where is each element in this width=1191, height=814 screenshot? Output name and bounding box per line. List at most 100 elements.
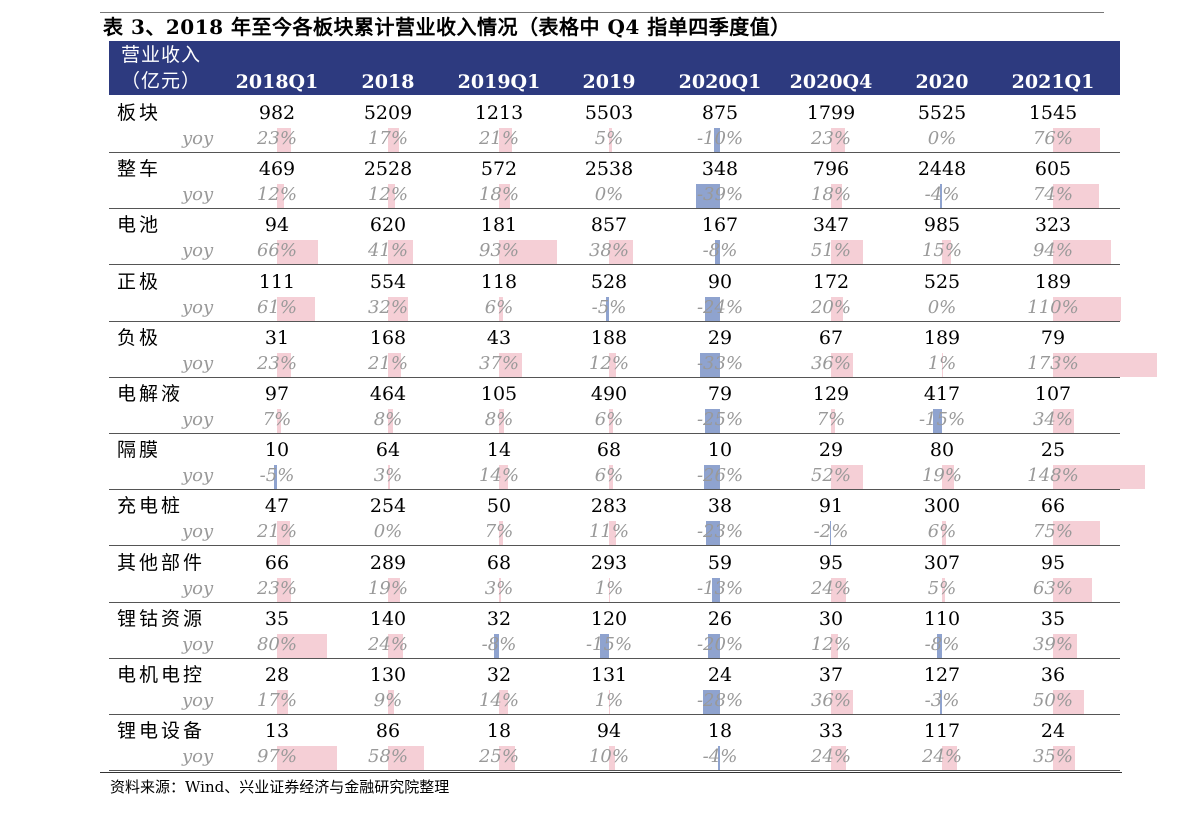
yoy-value: 50% [1032,690,1073,711]
yoy-data-bar [1053,409,1075,433]
yoy-value: -15% [585,633,633,655]
yoy-data-bar [715,240,720,265]
row-divider [109,601,1120,603]
yoy-data-bar [277,577,292,602]
revenue-value: 111 [258,270,296,293]
yoy-value: 9% [373,690,403,711]
yoy-data-bar [831,409,836,433]
row-label: 电解液 [117,383,184,405]
row-label: 电池 [117,214,162,237]
revenue-value: 1213 [474,102,524,124]
yoy-value: 6% [594,465,624,487]
yoy-value: 21% [256,521,297,543]
yoy-value: 74% [1032,184,1073,206]
yoy-data-bar [499,465,508,490]
revenue-value: 985 [923,214,961,237]
yoy-data-bar [1053,184,1099,209]
yoy-data-bar [499,128,513,152]
yoy-data-bar [829,521,831,546]
revenue-value: 35 [264,607,290,630]
table-header: 营业收入 （亿元） 2018Q1 2018 2019Q1 2019 2020Q1 2020… [109,41,1120,95]
yoy-value: 17% [367,128,408,149]
revenue-value: 13 [264,720,290,743]
yoy-data-bar [499,240,557,265]
column-header: 2021Q1 [1011,71,1095,93]
yoy-data-bar [499,690,508,714]
yoy-value: -8% [702,240,738,262]
yoy-data-bar [388,465,390,490]
yoy-value: 14% [478,465,519,487]
revenue-value: 29 [818,439,844,462]
yoy-data-bar [940,690,942,714]
revenue-value: 283 [590,495,628,518]
revenue-value: 140 [369,607,407,630]
yoy-value: 0% [373,521,403,543]
revenue-value: 620 [369,214,407,237]
yoy-value: -3% [924,690,960,711]
yoy-data-bar [1053,577,1093,602]
corner-label: 营业收入 [121,44,202,66]
revenue-value: 2448 [917,158,967,181]
yoy-data-bar [831,296,844,321]
yoy-value: 76% [1032,128,1073,149]
yoy-data-bar [388,577,400,602]
revenue-value: 18 [707,720,733,743]
row-divider [109,545,1120,547]
yoy-data-bar [609,690,610,714]
revenue-value: 181 [480,214,518,237]
revenue-value: 94 [264,214,290,237]
revenue-value: 29 [707,326,733,349]
revenue-value: 130 [369,664,407,686]
revenue-value: 10 [707,439,733,462]
yoy-value: 3% [373,465,403,487]
table-row: 其他部件 yoy 66 23% 289 19% 68 3% 293 1% 59 -13% 95 24% 30… [109,547,1120,603]
revenue-value: 605 [1034,158,1072,181]
revenue-value: 293 [590,551,628,574]
yoy-value: -33% [696,352,744,374]
yoy-value: 7% [262,409,292,430]
yoy-value: 12% [588,352,629,374]
column-header: 2019Q1 [457,71,541,93]
revenue-value: 525 [923,270,961,293]
yoy-data-bar [831,633,839,658]
revenue-value: 348 [701,158,739,181]
yoy-data-bar [1053,296,1122,321]
row-divider [109,152,1120,153]
yoy-data-bar [1053,690,1084,714]
revenue-value: 188 [590,326,628,349]
yoy-data-bar [609,521,616,546]
yoy-value: -23% [696,521,744,543]
yoy-data-bar [277,296,315,321]
revenue-value: 31 [264,326,290,349]
revenue-value: 24 [707,664,733,686]
revenue-value: 66 [264,551,290,574]
yoy-data-bar [942,240,952,265]
yoy-data-bar [703,465,720,490]
yoy-value: 24% [810,746,851,768]
yoy-label: yoy [182,521,214,543]
yoy-data-bar [711,577,720,602]
yoy-value: 32% [367,296,408,318]
yoy-data-bar [831,184,843,209]
yoy-label: yoy [182,690,214,711]
yoy-data-bar [1053,746,1075,771]
yoy-value: 18% [478,184,519,206]
row-label: 其他部件 [117,551,206,574]
yoy-data-bar [831,577,846,602]
revenue-value: 14 [486,439,512,462]
revenue-value: 572 [480,158,518,181]
table-row: 电解液 yoy 97 7% 464 8% 105 8% 490 6% 79 -25% 129 7% 417 -… [109,378,1120,434]
yoy-value: 24% [810,577,851,599]
yoy-value: 0% [594,184,624,206]
bottom-rule [100,772,1122,773]
revenue-value: 172 [812,270,850,293]
revenue-value: 32 [486,664,512,686]
revenue-value: 79 [1040,326,1066,349]
yoy-data-bar [704,409,720,433]
yoy-value: 61% [256,296,297,318]
revenue-value: 47 [264,495,290,518]
row-divider [109,376,1120,378]
yoy-value: -4% [702,746,738,768]
revenue-value: 38 [707,495,733,518]
revenue-value: 490 [590,383,628,405]
